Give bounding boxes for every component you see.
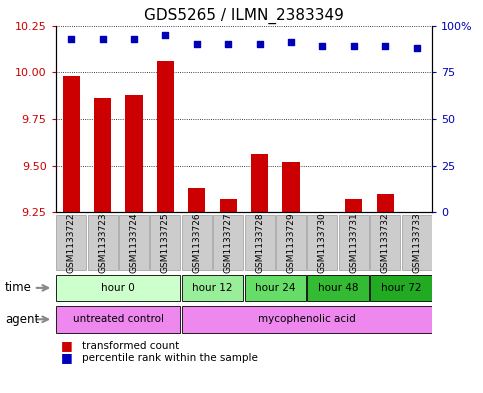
Bar — [119, 215, 149, 270]
Point — [412, 45, 420, 51]
Bar — [370, 215, 400, 270]
Text: GSM1133727: GSM1133727 — [224, 212, 233, 273]
Text: hour 72: hour 72 — [381, 283, 421, 293]
Text: untreated control: untreated control — [73, 314, 164, 324]
Text: GSM1133724: GSM1133724 — [129, 213, 139, 273]
Text: GSM1133722: GSM1133722 — [67, 213, 76, 273]
Point — [350, 43, 357, 49]
Bar — [182, 215, 212, 270]
Point — [256, 41, 264, 47]
Bar — [188, 188, 205, 212]
Point — [382, 43, 389, 49]
Bar — [283, 162, 299, 212]
Bar — [251, 154, 268, 212]
Text: GSM1133723: GSM1133723 — [98, 212, 107, 273]
Point — [287, 39, 295, 46]
Text: GSM1133730: GSM1133730 — [318, 212, 327, 273]
Bar — [401, 215, 432, 270]
Bar — [244, 215, 275, 270]
Point — [99, 35, 107, 42]
Text: hour 24: hour 24 — [255, 283, 296, 293]
Point — [193, 41, 201, 47]
Text: transformed count: transformed count — [82, 341, 179, 351]
Point — [161, 32, 170, 38]
Text: GSM1133733: GSM1133733 — [412, 212, 421, 273]
Bar — [307, 275, 369, 301]
Bar — [377, 194, 394, 212]
Text: hour 0: hour 0 — [101, 283, 135, 293]
Point — [130, 35, 138, 42]
Bar — [56, 215, 86, 270]
Bar — [182, 306, 432, 332]
Bar — [345, 199, 362, 212]
Text: ■: ■ — [60, 351, 72, 364]
Text: time: time — [5, 281, 32, 294]
Bar — [56, 275, 181, 301]
Text: hour 48: hour 48 — [318, 283, 358, 293]
Text: GSM1133728: GSM1133728 — [255, 212, 264, 273]
Bar — [126, 95, 142, 212]
Text: GSM1133732: GSM1133732 — [381, 212, 390, 273]
Text: hour 12: hour 12 — [192, 283, 233, 293]
Bar — [56, 306, 181, 332]
Bar — [339, 215, 369, 270]
Point — [68, 35, 75, 42]
Bar — [220, 199, 237, 212]
Bar — [157, 61, 174, 212]
Bar — [150, 215, 181, 270]
Title: GDS5265 / ILMN_2383349: GDS5265 / ILMN_2383349 — [144, 8, 344, 24]
Text: agent: agent — [5, 313, 39, 326]
Bar — [370, 275, 432, 301]
Bar — [276, 215, 306, 270]
Bar — [63, 76, 80, 212]
Text: mycophenolic acid: mycophenolic acid — [258, 314, 355, 324]
Text: GSM1133731: GSM1133731 — [349, 212, 358, 273]
Bar — [94, 98, 111, 212]
Bar — [182, 275, 243, 301]
Text: ■: ■ — [60, 339, 72, 353]
Bar — [244, 275, 306, 301]
Text: GSM1133726: GSM1133726 — [192, 212, 201, 273]
Text: GSM1133729: GSM1133729 — [286, 212, 296, 273]
Text: percentile rank within the sample: percentile rank within the sample — [82, 353, 258, 363]
Text: GSM1133725: GSM1133725 — [161, 212, 170, 273]
Bar — [307, 215, 338, 270]
Bar — [87, 215, 118, 270]
Bar — [213, 215, 243, 270]
Point — [319, 43, 327, 49]
Point — [224, 41, 232, 47]
